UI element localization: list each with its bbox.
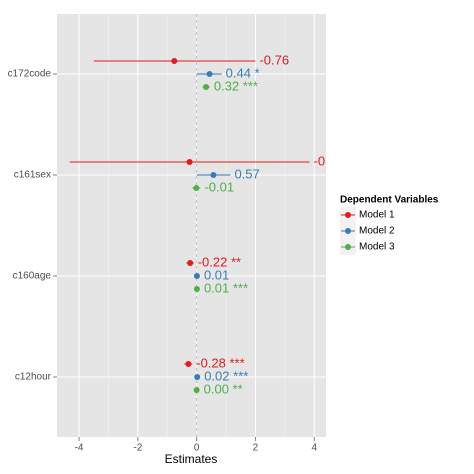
point	[193, 273, 200, 279]
x-tick-label: 2	[253, 443, 259, 454]
point	[206, 71, 213, 77]
point	[186, 159, 193, 165]
x-tick-label: 0	[194, 443, 200, 454]
point	[171, 58, 178, 64]
y-tick-label: c160age	[13, 271, 52, 282]
point	[210, 172, 217, 178]
x-tick-label: 4	[311, 443, 317, 454]
legend-point	[345, 212, 351, 218]
value-label: 0.02 ***	[204, 368, 248, 383]
point	[194, 374, 201, 380]
legend-label: Model 3	[359, 242, 395, 253]
point	[193, 286, 200, 292]
point	[193, 185, 200, 191]
value-label: 0.32 ***	[214, 78, 258, 93]
value-label: -0.22 **	[198, 254, 241, 269]
value-label: 0.01	[204, 267, 229, 282]
value-label: -0	[314, 153, 326, 168]
value-label: 0.01 ***	[204, 280, 248, 295]
legend-title: Dependent Variables	[340, 195, 439, 206]
value-label: -0.76	[259, 52, 289, 67]
x-tick-label: -4	[75, 443, 84, 454]
legend-point	[345, 244, 351, 250]
legend-label: Model 1	[359, 210, 395, 221]
legend-point	[345, 228, 351, 234]
point	[203, 84, 210, 90]
y-tick-label: c161sex	[14, 170, 51, 181]
x-tick-label: -2	[133, 443, 142, 454]
point	[185, 361, 192, 367]
point	[193, 387, 200, 393]
value-label: -0.28 ***	[196, 355, 244, 370]
value-label: 0.44 *	[226, 65, 260, 80]
panel	[57, 14, 326, 437]
value-label: -0.01	[204, 179, 234, 194]
legend-label: Model 2	[359, 226, 395, 237]
y-tick-label: c12hour	[15, 372, 52, 383]
point	[187, 260, 194, 266]
x-axis-label: Estimates	[165, 452, 218, 466]
value-label: 0.57	[234, 166, 259, 181]
value-label: 0.00 **	[204, 381, 243, 396]
y-tick-label: c172code	[8, 69, 52, 80]
